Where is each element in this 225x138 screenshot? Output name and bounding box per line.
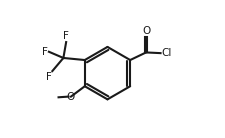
Text: Cl: Cl — [160, 48, 171, 58]
Text: F: F — [46, 72, 52, 82]
Text: F: F — [42, 47, 48, 57]
Text: O: O — [66, 92, 74, 102]
Text: F: F — [63, 31, 69, 41]
Text: O: O — [141, 26, 150, 36]
